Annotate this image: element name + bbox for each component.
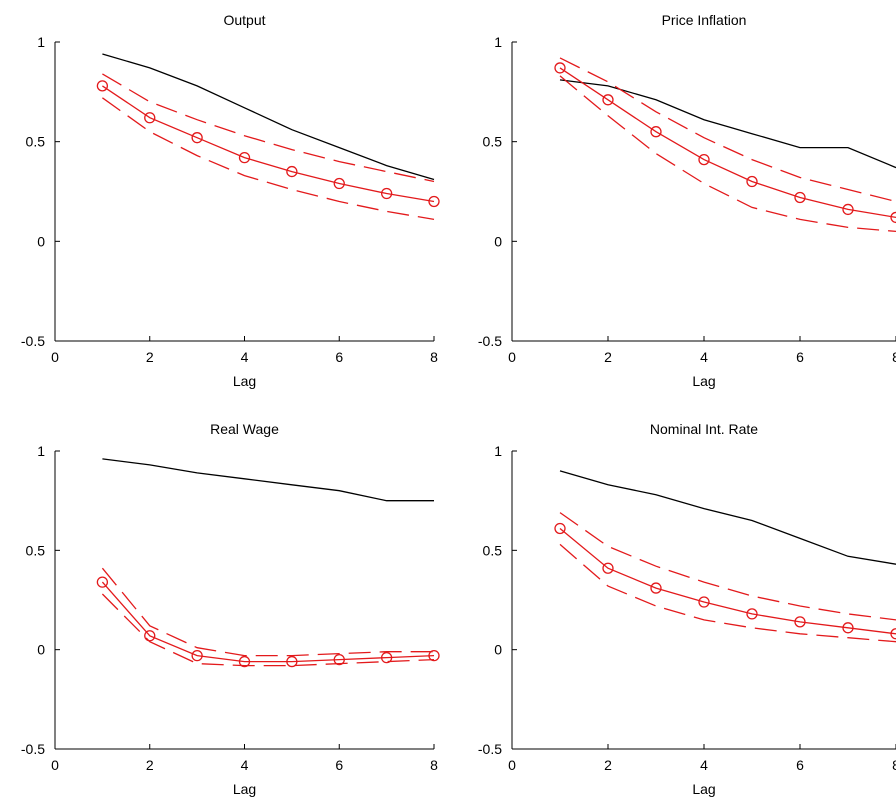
y-tick-label: 0.5 <box>26 134 46 150</box>
model-mean-point <box>333 653 345 666</box>
x-tick-label: 0 <box>508 757 516 773</box>
model-mean-point <box>144 112 156 124</box>
x-axis-label: Lag <box>692 373 715 389</box>
model-mean-point <box>746 608 758 620</box>
y-tick-label: 0.5 <box>483 134 503 150</box>
y-tick-label: -0.5 <box>21 333 45 349</box>
x-tick-label: 6 <box>335 757 343 773</box>
model-mean-point <box>96 576 109 588</box>
x-tick-label: 4 <box>700 349 708 365</box>
x-tick-label: 8 <box>892 757 896 773</box>
x-axis-label: Lag <box>233 781 256 797</box>
x-tick-label: 8 <box>892 349 896 365</box>
x-tick-label: 2 <box>146 349 154 365</box>
x-tick-label: 0 <box>508 349 516 365</box>
x-tick-label: 8 <box>430 757 438 773</box>
series-upper-band <box>102 73 435 183</box>
y-tick-label: 0.5 <box>26 542 46 558</box>
model-mean-point <box>842 203 854 216</box>
model-mean-point <box>554 522 566 535</box>
y-tick-label: 1 <box>494 34 502 50</box>
y-tick-label: 0 <box>37 642 45 658</box>
model-mean-point <box>746 175 758 188</box>
panel-title: Real Wage <box>210 421 279 437</box>
series-data-line <box>559 470 896 565</box>
panel-real-wage: Real Wage -0.5 0 0.5 1 0 2 4 6 8 Lag <box>21 421 440 797</box>
y-tick-label: 0 <box>494 233 502 249</box>
series-lower-band <box>102 97 435 221</box>
y-tick-label: -0.5 <box>478 741 502 757</box>
model-mean-point <box>602 94 614 106</box>
panel-title: Output <box>223 12 265 28</box>
model-mean-point <box>842 622 854 634</box>
model-mean-point <box>698 596 710 608</box>
model-mean-point <box>428 195 440 208</box>
x-tick-label: 0 <box>51 349 59 365</box>
model-mean-point <box>380 651 393 664</box>
model-mean-point <box>380 187 393 200</box>
model-mean-point <box>428 649 440 662</box>
y-tick-label: -0.5 <box>21 741 45 757</box>
model-mean-point <box>602 562 614 574</box>
panel-title: Nominal Int. Rate <box>650 421 758 437</box>
series-model-mean-line <box>102 85 435 203</box>
panel-title: Price Inflation <box>662 12 747 28</box>
model-mean-point <box>890 211 896 224</box>
series-lower-band <box>101 593 435 667</box>
model-mean-point <box>96 80 109 92</box>
series-model-mean-line <box>559 527 896 635</box>
x-tick-label: 4 <box>241 349 249 365</box>
model-mean-point <box>286 655 298 668</box>
x-tick-label: 6 <box>796 349 804 365</box>
x-axis-label: Lag <box>233 373 256 389</box>
y-tick-label: -0.5 <box>478 333 502 349</box>
series-upper-band <box>559 57 896 203</box>
model-mean-point <box>794 616 806 628</box>
y-tick-label: 1 <box>494 443 502 459</box>
series-model-mean-line <box>559 67 896 219</box>
series-lower-band <box>559 75 896 233</box>
series-data-line <box>102 53 435 181</box>
y-tick-label: 0 <box>494 642 502 658</box>
model-mean-point <box>650 126 662 138</box>
y-tick-label: 0 <box>37 233 45 249</box>
series-upper-band <box>559 512 896 621</box>
model-mean-point <box>286 165 298 178</box>
series-lower-band <box>559 543 896 643</box>
series-model-mean-line <box>101 581 435 663</box>
x-tick-label: 6 <box>335 349 343 365</box>
x-tick-label: 0 <box>51 757 59 773</box>
model-mean-point <box>238 151 251 164</box>
x-tick-label: 2 <box>146 757 154 773</box>
x-tick-label: 6 <box>796 757 804 773</box>
x-axis-label: Lag <box>692 781 715 797</box>
model-mean-point <box>650 582 662 594</box>
panel-output: Output -0.5 0 0.5 1 0 2 4 6 8 Lag <box>21 12 440 389</box>
model-mean-point <box>238 655 251 668</box>
y-tick-label: 1 <box>37 443 45 459</box>
model-mean-point <box>554 62 566 74</box>
model-mean-point <box>333 177 345 190</box>
model-mean-point <box>794 191 806 204</box>
x-tick-label: 2 <box>604 349 612 365</box>
model-mean-point <box>698 153 710 166</box>
model-mean-point <box>191 132 203 144</box>
x-tick-label: 4 <box>241 757 249 773</box>
model-mean-point <box>890 628 896 640</box>
y-tick-label: 1 <box>37 34 45 50</box>
x-tick-label: 2 <box>604 757 612 773</box>
model-mean-point <box>191 649 203 662</box>
x-tick-label: 8 <box>430 349 438 365</box>
series-data-line <box>102 458 434 502</box>
panel-price-inflation: Price Inflation -0.5 0 0.5 1 0 2 4 6 8 Lag <box>478 12 896 389</box>
panel-nominal-int-rate: Nominal Int. Rate -0.5 0 0.5 1 0 2 4 6 8 Lag <box>478 421 896 797</box>
y-tick-label: 0.5 <box>483 542 503 558</box>
model-mean-point <box>144 630 156 642</box>
series-upper-band <box>101 567 434 657</box>
series-data-line <box>559 79 896 169</box>
x-tick-label: 4 <box>700 757 708 773</box>
